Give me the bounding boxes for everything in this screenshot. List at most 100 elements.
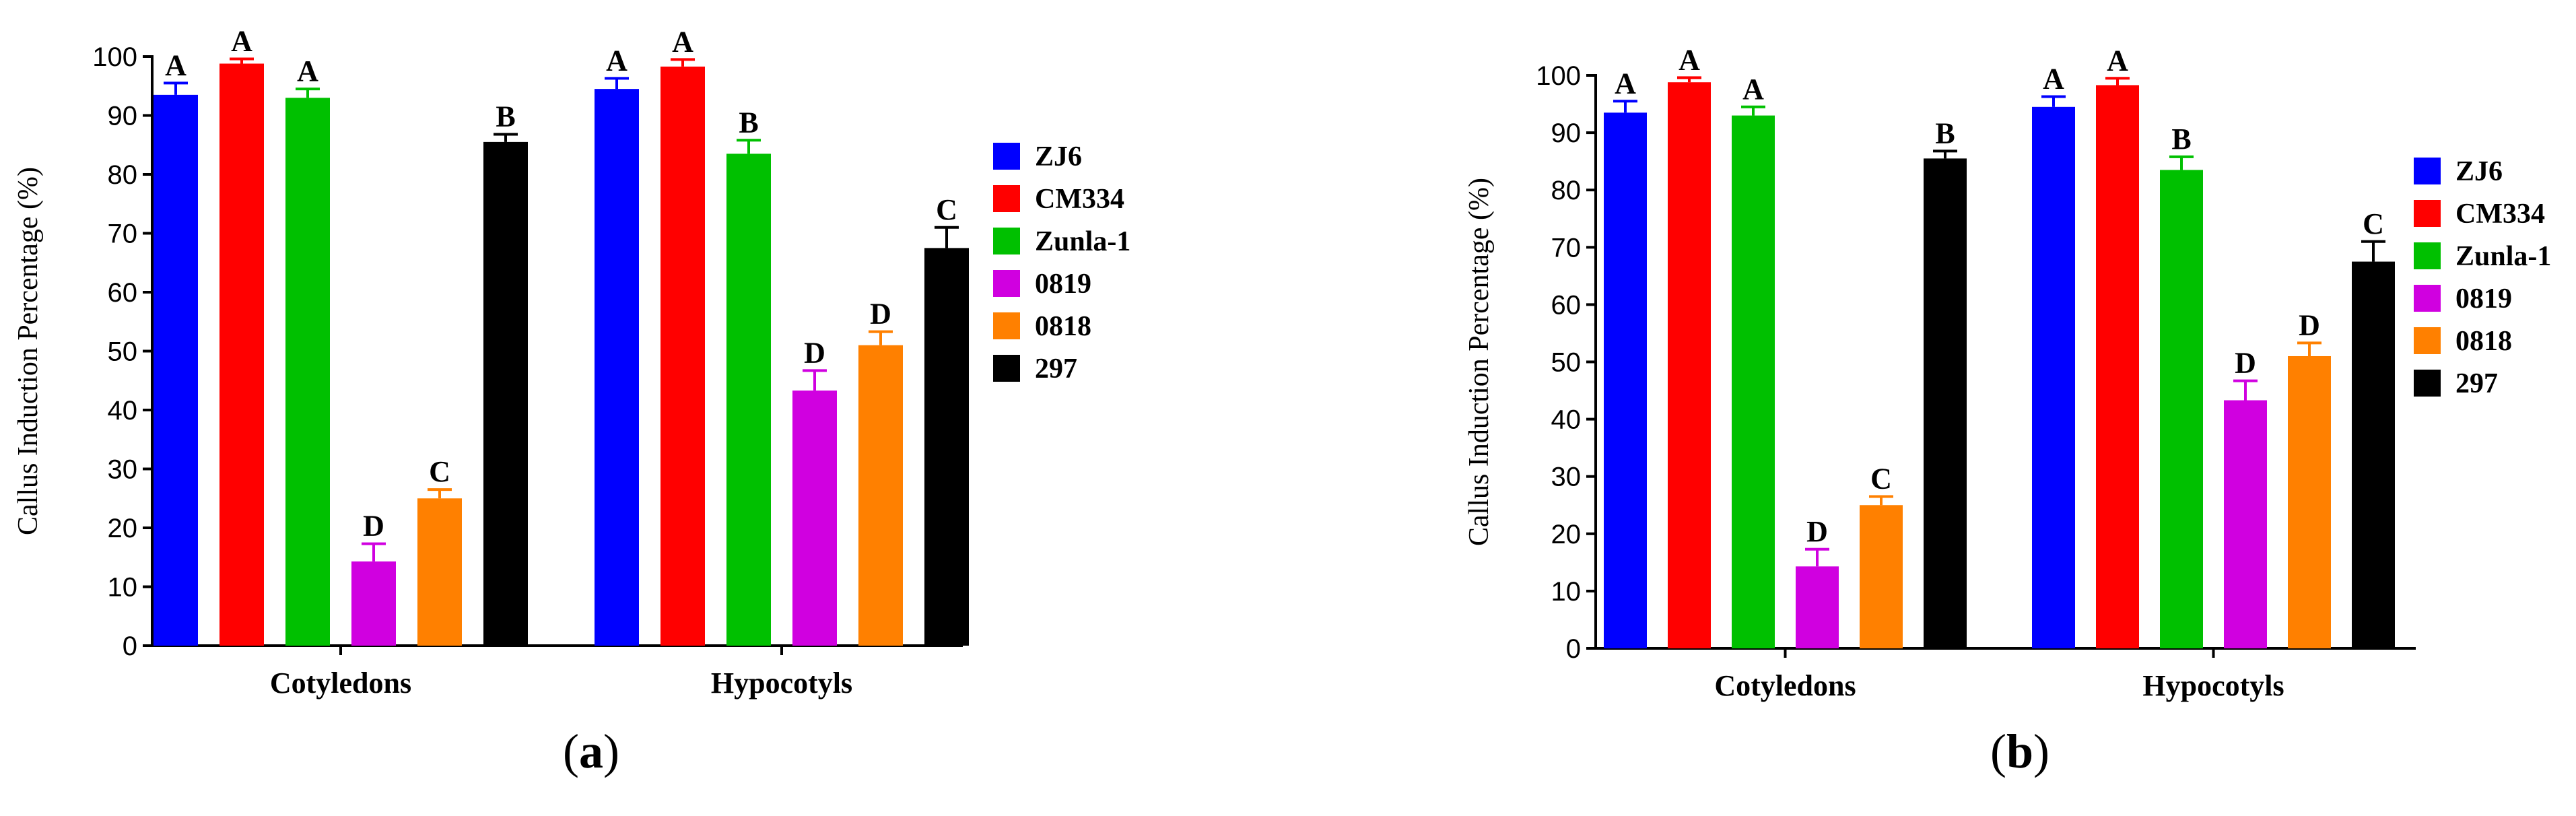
significance-letter: D: [2235, 347, 2256, 380]
panel-a: 0 10 20 30 40 50 60 70 80 90 100 Callus Induction P…: [13, 25, 1130, 779]
y-tick-label: 40: [1551, 405, 1582, 435]
bar-0818-Cotyledons: [1860, 505, 1903, 648]
legend-swatch-CM334: [2414, 200, 2441, 227]
bar-CM334-Cotyledons: [219, 63, 264, 646]
legend-swatch-0818: [993, 312, 1020, 339]
legend-swatch-Zunla-1: [2414, 242, 2441, 269]
legend-swatch-297: [993, 355, 1020, 382]
significance-letter: B: [1935, 116, 1955, 149]
y-tick-label: 10: [108, 573, 138, 603]
legend-swatch-0818: [2414, 327, 2441, 354]
significance-letter: D: [804, 336, 825, 369]
significance-letter: C: [2363, 207, 2384, 240]
significance-letter: D: [2299, 308, 2320, 341]
bar-0819-Hypocotyls: [2224, 400, 2267, 648]
significance-letter: A: [1615, 67, 1636, 100]
legend-label-0819: 0819: [1035, 269, 1091, 300]
legend-label-ZJ6: ZJ6: [2455, 156, 2503, 187]
y-tick-label: 0: [123, 632, 137, 661]
bar-Zunla-1-Hypocotyls: [2160, 170, 2203, 649]
bar-ZJ6-Hypocotyls: [595, 89, 639, 646]
bar-297-Hypocotyls: [924, 248, 969, 646]
y-tick-label: 30: [1551, 463, 1582, 492]
legend-label-0818: 0818: [2455, 326, 2512, 357]
y-tick-label: 50: [108, 337, 138, 367]
significance-letter: A: [2107, 44, 2128, 77]
bar-0818-Hypocotyls: [858, 345, 903, 646]
bar-0819-Cotyledons: [351, 561, 396, 646]
legend-swatch-ZJ6: [2414, 158, 2441, 184]
panel-label: (a): [563, 724, 619, 778]
panel-label: (b): [1990, 724, 2049, 778]
bar-0819-Hypocotyls: [792, 390, 837, 646]
y-tick-label: 90: [108, 102, 138, 131]
bar-CM334-Hypocotyls: [660, 66, 705, 646]
legend-swatch-CM334: [993, 185, 1020, 212]
y-tick-label: 70: [1551, 233, 1582, 263]
y-tick-label: 60: [1551, 290, 1582, 320]
legend-swatch-0819: [993, 270, 1020, 297]
y-tick-label: 90: [1551, 118, 1582, 148]
significance-letter: A: [165, 48, 187, 81]
bar-CM334-Cotyledons: [1668, 82, 1711, 649]
legend-swatch-0819: [2414, 285, 2441, 312]
bar-297-Hypocotyls: [2352, 261, 2395, 648]
bar-Zunla-1-Cotyledons: [285, 98, 330, 646]
significance-letter: A: [297, 55, 318, 88]
bar-ZJ6-Cotyledons: [1604, 112, 1647, 648]
category-label: Cotyledons: [1714, 669, 1856, 702]
significance-letter: C: [429, 455, 450, 488]
bar-297-Cotyledons: [483, 141, 528, 646]
legend-label-Zunla-1: Zunla-1: [2455, 241, 2551, 272]
significance-letter: A: [606, 44, 628, 77]
significance-letter: A: [231, 25, 252, 58]
significance-letter: D: [870, 298, 891, 331]
bar-ZJ6-Cotyledons: [154, 94, 198, 646]
significance-letter: A: [1742, 73, 1764, 106]
significance-letter: D: [363, 510, 384, 543]
significance-letter: A: [1679, 43, 1700, 76]
legend-label-ZJ6: ZJ6: [1035, 141, 1082, 172]
y-tick-label: 100: [1536, 61, 1581, 91]
significance-letter: D: [1806, 515, 1828, 548]
y-axis-label: Callus Induction Percentage (%): [13, 167, 44, 535]
bar-297-Cotyledons: [1924, 158, 1967, 648]
bar-CM334-Hypocotyls: [2096, 85, 2139, 649]
legend-swatch-Zunla-1: [993, 228, 1020, 254]
y-tick-label: 80: [108, 160, 138, 190]
panel-b: 0 10 20 30 40 50 60 70 80 90 100 Callus Induction P…: [1464, 43, 2551, 778]
legend-swatch-297: [2414, 370, 2441, 397]
bar-0818-Hypocotyls: [2288, 355, 2331, 648]
legend-label-CM334: CM334: [1035, 184, 1124, 215]
bar-ZJ6-Hypocotyls: [2032, 106, 2075, 648]
significance-letter: B: [496, 100, 515, 133]
legend-label-0818: 0818: [1035, 311, 1091, 342]
bar-Zunla-1-Cotyledons: [1732, 115, 1775, 648]
bar-0818-Cotyledons: [417, 498, 462, 646]
significance-letter: B: [2171, 123, 2191, 156]
y-tick-label: 80: [1551, 176, 1582, 205]
significance-letter: A: [672, 25, 693, 58]
legend-label-297: 297: [1035, 353, 1077, 384]
legend-label-CM334: CM334: [2455, 199, 2545, 230]
y-tick-label: 0: [1566, 634, 1581, 664]
y-tick-label: 30: [108, 455, 138, 485]
y-tick-label: 100: [92, 42, 137, 72]
legend-label-0819: 0819: [2455, 283, 2512, 314]
y-axis-label: Callus Induction Percentage (%): [1464, 178, 1495, 546]
category-label: Hypocotyls: [711, 667, 852, 700]
bar-Zunla-1-Hypocotyls: [726, 154, 771, 646]
significance-letter: B: [739, 106, 758, 139]
significance-letter: C: [1870, 462, 1892, 495]
y-tick-label: 60: [108, 278, 138, 308]
significance-letter: C: [936, 193, 957, 226]
legend-label-297: 297: [2455, 368, 2498, 399]
y-tick-label: 20: [108, 514, 138, 543]
y-tick-label: 10: [1551, 577, 1582, 607]
y-tick-label: 50: [1551, 348, 1582, 378]
y-tick-label: 40: [108, 396, 138, 426]
bar-0819-Cotyledons: [1796, 566, 1839, 648]
category-label: Hypocotyls: [2142, 669, 2284, 702]
legend-label-Zunla-1: Zunla-1: [1035, 226, 1130, 257]
y-tick-label: 20: [1551, 520, 1582, 549]
